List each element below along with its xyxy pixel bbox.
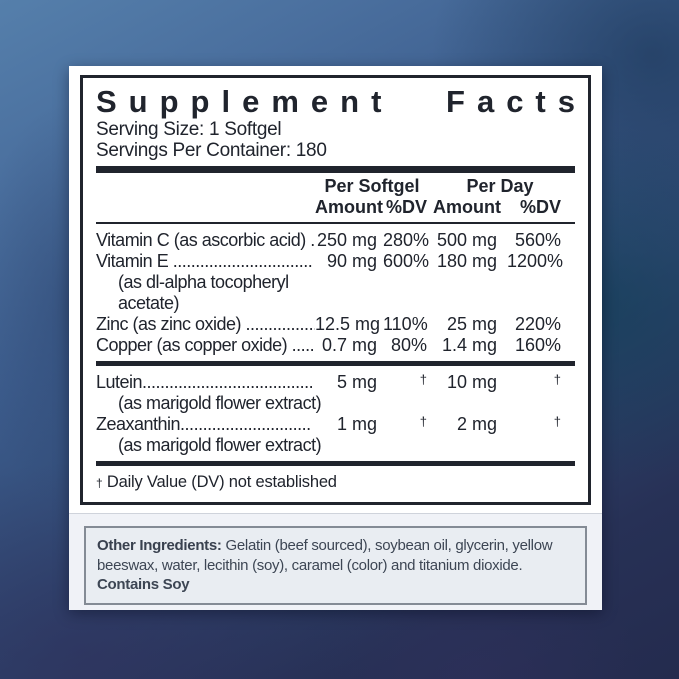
amount-per-day: 2 mg — [456, 414, 497, 434]
amount-per-day: 180 mg — [436, 251, 497, 271]
dv-per-softgel: 110% — [383, 314, 428, 334]
title-word-supplement: Supplement — [96, 84, 394, 119]
supplement-facts-box: Supplement Facts Serving Size: 1 Softgel… — [80, 75, 591, 505]
dv-per-day: 160% — [514, 335, 561, 355]
amount-per-day: 25 mg — [446, 314, 497, 334]
daily-value-footnote: † Daily Value (DV) not established — [96, 472, 575, 493]
amount-per-day: 500 mg — [436, 230, 497, 250]
nutrient-name: Zeaxanthin............................. — [96, 414, 311, 434]
dv-per-softgel: 80% — [390, 335, 427, 355]
header-spacer — [96, 176, 315, 197]
other-ingredients-box: Other Ingredients: Gelatin (beef sourced… — [84, 526, 587, 605]
header-per-softgel: Per Softgel — [324, 176, 420, 196]
dv-per-softgel: 600% — [383, 251, 430, 271]
amount-per-softgel: 1 mg — [336, 414, 377, 434]
nutrient-source-subtext: (as dl-alpha tocopheryl acetate) — [118, 272, 289, 313]
dagger-symbol: † — [96, 476, 103, 490]
supplement-label-panel: Supplement Facts Serving Size: 1 Softgel… — [69, 66, 602, 610]
servings-per-container: Servings Per Container: 180 — [96, 140, 327, 161]
title-word-facts: Facts — [446, 84, 587, 119]
nutrient-section-vitamins-minerals: Vitamin C (as ascorbic acid) .. 250 mg 280… — [96, 230, 575, 356]
divider-thick — [96, 166, 575, 173]
dv-per-day: 560% — [514, 230, 561, 250]
supplement-facts-title: Supplement Facts — [96, 85, 575, 119]
contains-soy-text: Contains Soy — [97, 576, 190, 593]
header-per-day: Per Day — [466, 176, 534, 196]
nutrient-name: Vitamin C (as ascorbic acid) .. — [96, 230, 315, 250]
divider-thick — [96, 361, 575, 366]
header-dv-day: %DV — [519, 197, 561, 217]
nutrient-section-carotenoids: Lutein..................................… — [96, 372, 575, 456]
table-row: Lutein..................................… — [96, 372, 575, 393]
other-ingredients-label: Other Ingredients: — [97, 537, 222, 554]
table-row: Zinc (as zinc oxide) ................ 12.… — [96, 314, 575, 335]
footnote-text: Daily Value (DV) not established — [106, 473, 337, 491]
header-spacer — [96, 197, 315, 218]
nutrient-name: Copper (as copper oxide) ...... — [96, 335, 315, 355]
nutrient-source-subtext: (as marigold flower extract) — [118, 393, 322, 413]
nutrient-source-subtext: (as marigold flower extract) — [118, 435, 322, 455]
table-row: Zeaxanthin............................. 1… — [96, 414, 575, 435]
amount-per-softgel: 12.5 mg — [315, 314, 381, 334]
amount-per-day: 1.4 mg — [441, 335, 497, 355]
dv-per-day: † — [553, 414, 561, 429]
table-row: Copper (as copper oxide) ...... 0.7 mg 80%… — [96, 335, 575, 356]
other-ingredients-strip: Other Ingredients: Gelatin (beef sourced… — [69, 514, 602, 610]
header-dv-softgel: %DV — [385, 197, 427, 217]
amount-per-softgel: 5 mg — [336, 372, 377, 392]
header-amount-softgel: Amount — [315, 197, 383, 217]
amount-per-softgel: 250 mg — [316, 230, 377, 250]
dv-per-day: 1200% — [507, 251, 564, 271]
other-ingredients-text: Gelatin (beef sourced), soybean oil, gly… — [97, 537, 553, 574]
serving-size: Serving Size: 1 Softgel — [96, 119, 282, 140]
nutrient-name: Lutein..................................… — [96, 372, 314, 392]
column-group-header: Per Softgel Per Day — [96, 176, 575, 197]
divider-thick — [96, 461, 575, 466]
amount-per-day: 10 mg — [446, 372, 497, 392]
table-row: Vitamin E ..............................… — [96, 251, 575, 272]
dv-per-softgel: † — [419, 414, 427, 429]
header-amount-day: Amount — [433, 197, 501, 217]
table-row: Vitamin C (as ascorbic acid) .. 250 mg 280… — [96, 230, 575, 251]
other-ingredients-paragraph: Other Ingredients: Gelatin (beef sourced… — [97, 536, 574, 575]
column-header: Amount %DV Amount %DV — [96, 197, 575, 218]
dv-per-day: † — [553, 372, 561, 387]
nutrient-name: Vitamin E ..............................… — [96, 251, 313, 271]
dv-per-softgel: † — [419, 372, 427, 387]
amount-per-softgel: 90 mg — [326, 251, 377, 271]
panel-separator-line — [69, 513, 602, 514]
nutrient-name: Zinc (as zinc oxide) ................ — [96, 314, 315, 334]
amount-per-softgel: 0.7 mg — [321, 335, 377, 355]
divider-thin — [96, 222, 575, 224]
dv-per-day: 220% — [514, 314, 561, 334]
dv-per-softgel: 280% — [383, 230, 430, 250]
